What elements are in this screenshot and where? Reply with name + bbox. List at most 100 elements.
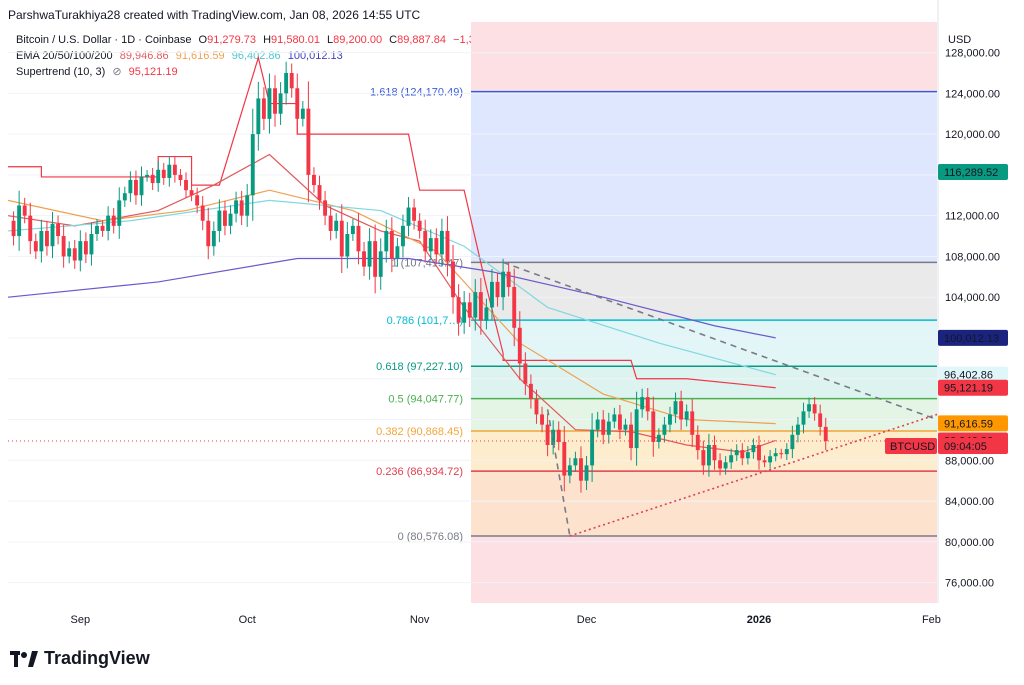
candle-body (412, 207, 417, 221)
candle-body (784, 449, 789, 455)
candle (606, 412, 611, 444)
candle (773, 448, 778, 462)
candle (72, 239, 77, 269)
candle-body (762, 460, 767, 463)
candle-body (818, 413, 823, 427)
supertrend-row[interactable]: Supertrend (10, 3) ⊘ 95,121.19 (16, 64, 554, 80)
candle (150, 167, 155, 190)
candle-body (434, 238, 439, 255)
candle (562, 426, 567, 492)
candle (122, 186, 127, 207)
candle (345, 222, 350, 269)
candle (384, 219, 389, 263)
candle-body (517, 327, 522, 364)
candle-body (740, 450, 745, 459)
candle-body (823, 426, 828, 442)
fib-zone (471, 366, 937, 399)
candle (623, 418, 628, 436)
candle-body (401, 225, 405, 247)
candle-body (345, 234, 350, 257)
candle-body (679, 401, 684, 420)
candle-body (456, 297, 461, 323)
candle-body (378, 251, 383, 277)
candle (540, 406, 544, 433)
candle (339, 204, 344, 274)
candle (534, 389, 539, 424)
candle (629, 412, 633, 461)
candle (584, 455, 589, 491)
candle-body (195, 195, 200, 206)
candle-body (417, 220, 422, 231)
candle-body (751, 445, 756, 453)
candle (128, 171, 133, 202)
candle (217, 199, 222, 243)
candle (406, 197, 411, 237)
candle-body (306, 108, 311, 175)
candle (234, 191, 239, 223)
supertrend-label: Supertrend (10, 3) (16, 66, 106, 78)
candle (790, 425, 795, 459)
fib-zone (471, 262, 937, 321)
grid (8, 52, 937, 584)
candle-body (695, 434, 700, 451)
candle-body (684, 411, 689, 420)
candle-body (167, 164, 172, 178)
candle-body (723, 462, 728, 469)
candle-body (206, 220, 211, 247)
fib-zone (471, 320, 937, 367)
price-tick-label: 76,000.00 (945, 578, 994, 590)
candle-body (384, 230, 389, 252)
candle (22, 197, 27, 224)
candle (178, 169, 183, 186)
candle-body (17, 205, 22, 237)
price-tick-label: 120,000.00 (945, 129, 1000, 141)
candle (167, 155, 172, 187)
candle-body (111, 215, 116, 226)
candle-body (395, 246, 400, 259)
ohlc-low-label: L (327, 34, 334, 46)
candle (662, 416, 667, 443)
time-tick-label: 2026 (747, 614, 771, 626)
price-tick-label: 88,000.00 (945, 455, 994, 467)
candle-body (779, 453, 784, 455)
fib-label: 0.618 (97,227.10) (376, 361, 463, 373)
candle-body (595, 419, 600, 430)
candle-body (11, 220, 16, 237)
candle (373, 224, 378, 294)
price-chart[interactable]: 1.618 (124,170.49)1 (107,419.47)0.786 (1… (0, 0, 1024, 640)
candle (328, 206, 333, 241)
candle (473, 279, 478, 331)
candle (573, 451, 578, 472)
candle-body (617, 414, 622, 430)
candle-body (273, 88, 277, 114)
candle-body (490, 281, 494, 308)
candle-body (245, 195, 250, 216)
candle-body (161, 169, 166, 178)
candle-body (334, 220, 339, 231)
candle-body (629, 424, 633, 449)
candle (195, 187, 200, 214)
fib-zone (471, 471, 937, 536)
candle (228, 205, 233, 235)
visibility-off-icon[interactable]: ⊘ (112, 66, 122, 78)
candle-body (745, 452, 750, 459)
candle (278, 82, 283, 125)
candle-body (512, 287, 517, 328)
price-badge-text: 116,289.52 (944, 167, 998, 179)
candle (445, 216, 450, 277)
candlesticks (11, 61, 828, 493)
candle (651, 396, 656, 457)
candle-body (567, 465, 572, 476)
ohlc-low: 89,200.00 (333, 34, 383, 46)
price-badge-text: 96,402.86 (944, 370, 993, 382)
fib-label: 0.236 (86,934.72) (376, 466, 463, 478)
candle (734, 444, 739, 462)
candle-body (211, 230, 216, 247)
candle-body (467, 302, 472, 318)
candle-body (540, 414, 544, 425)
tradingview-logo[interactable]: TradingView (10, 648, 150, 669)
candle (462, 291, 467, 334)
candle-body (61, 236, 66, 257)
price-badge: 91,616.59 (938, 415, 1008, 432)
candle-body (106, 215, 111, 231)
